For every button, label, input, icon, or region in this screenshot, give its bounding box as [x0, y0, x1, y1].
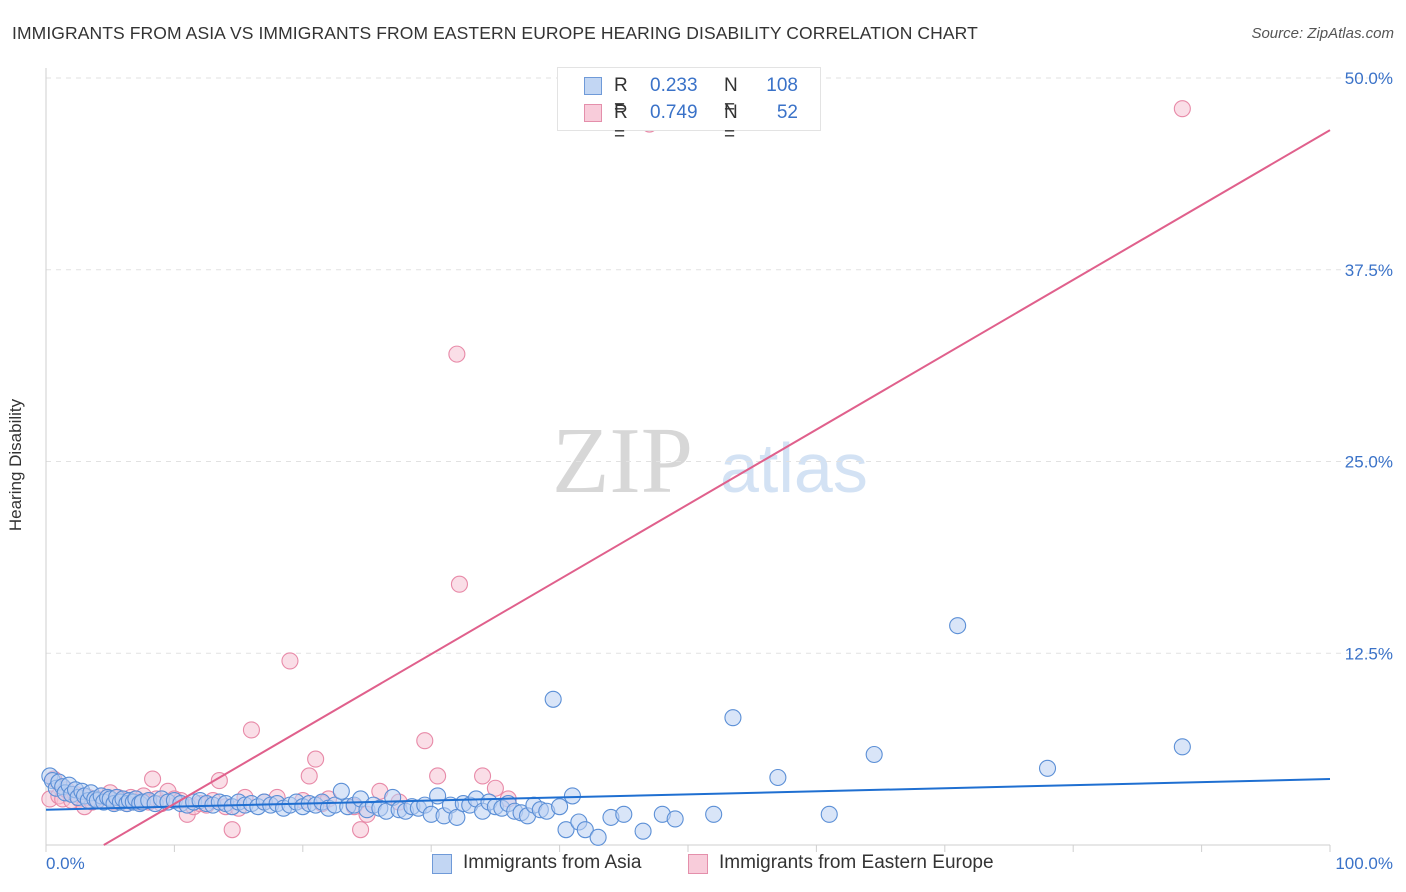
- data-point-eastern-europe: [486, 779, 504, 797]
- trendline-eastern-europe: [103, 129, 1331, 846]
- legend-n-label: N =: [724, 75, 738, 118]
- legend-r-label: R =: [614, 75, 628, 118]
- x-tick-label: 100.0%: [1335, 854, 1393, 873]
- data-point-eastern-europe: [210, 772, 228, 790]
- source-credit: Source: ZipAtlas.com: [1251, 25, 1394, 42]
- data-point-eastern-europe: [450, 575, 468, 593]
- series-label-asia: Immigrants from Asia: [463, 852, 642, 873]
- series-label-eastern-europe: Immigrants from Eastern Europe: [719, 852, 994, 873]
- data-point-eastern-europe: [474, 767, 492, 785]
- trendline-asia: [45, 778, 1331, 811]
- watermark-zip: ZIP: [552, 409, 693, 513]
- legend-n-value: 108: [766, 75, 798, 96]
- data-point-eastern-europe: [281, 652, 299, 670]
- data-point-eastern-europe: [307, 750, 325, 768]
- legend-n-label: N =: [724, 102, 738, 145]
- series-swatch-asia: [432, 854, 452, 874]
- data-point-eastern-europe: [416, 732, 434, 750]
- data-point-asia: [448, 808, 466, 826]
- data-point-asia: [563, 787, 581, 805]
- x-tick-label: 0.0%: [46, 854, 85, 873]
- series-swatch-eastern-europe: [688, 854, 708, 874]
- data-point-eastern-europe: [352, 821, 370, 839]
- legend-swatch-eastern-europe: [584, 104, 602, 122]
- data-point-eastern-europe: [223, 821, 241, 839]
- data-point-asia: [820, 805, 838, 823]
- data-point-asia: [615, 805, 633, 823]
- data-point-eastern-europe: [300, 767, 318, 785]
- data-point-asia: [589, 828, 607, 846]
- legend-swatch-asia: [584, 77, 602, 95]
- data-point-asia: [544, 690, 562, 708]
- data-point-asia: [1038, 759, 1057, 777]
- data-point-asia: [332, 782, 350, 800]
- legend-n-value: 52: [776, 102, 798, 123]
- data-point-asia: [634, 822, 652, 840]
- data-point-asia: [724, 709, 742, 727]
- legend-r-value: 0.749: [650, 102, 698, 123]
- data-point-eastern-europe: [429, 767, 447, 785]
- y-tick-label: 37.5%: [1345, 261, 1393, 280]
- legend-r-label: R =: [614, 102, 628, 145]
- data-point-eastern-europe: [448, 345, 466, 363]
- data-point-asia: [666, 810, 684, 828]
- data-point-eastern-europe: [144, 770, 162, 788]
- legend-r-value: 0.233: [650, 75, 698, 96]
- data-point-eastern-europe: [1173, 100, 1191, 118]
- y-tick-label: 50.0%: [1345, 69, 1393, 88]
- y-tick-label: 12.5%: [1345, 644, 1393, 663]
- data-point-asia: [1173, 738, 1191, 756]
- data-point-asia: [557, 821, 575, 839]
- data-point-asia: [551, 798, 569, 816]
- data-point-eastern-europe: [242, 721, 260, 739]
- data-point-asia: [705, 805, 723, 823]
- data-point-asia: [576, 821, 594, 839]
- watermark-atlas: atlas: [720, 429, 868, 507]
- data-point-asia: [865, 745, 883, 764]
- data-point-asia: [769, 768, 787, 787]
- correlation-legend: R = 0.233 N = 108 R = 0.749 N = 52: [557, 67, 821, 145]
- chart-title: IMMIGRANTS FROM ASIA VS IMMIGRANTS FROM …: [12, 23, 978, 43]
- y-tick-label: 25.0%: [1345, 453, 1393, 472]
- data-point-asia: [949, 617, 967, 635]
